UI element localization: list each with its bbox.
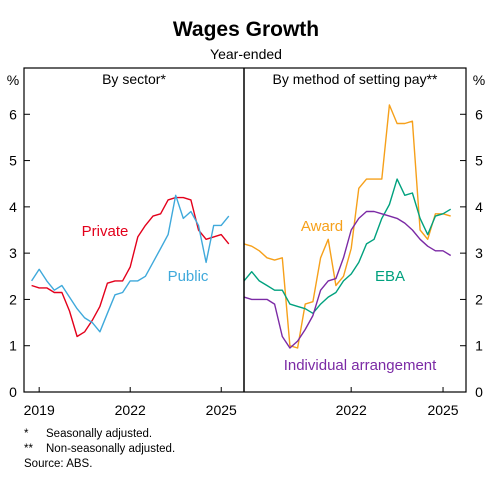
x-tick-label: 2022 [115, 402, 146, 418]
y-tick-label: 5 [475, 153, 483, 169]
y-tick-label: 3 [475, 245, 483, 261]
plot-frame [23, 67, 467, 393]
wages-growth-chart: By sector* 0 1 2 3 4 5 6% 2019 2022 2025 Private Pub… [7, 67, 485, 418]
y-tick-label: 6 [475, 106, 483, 122]
series-line-public [31, 194, 230, 333]
chart-title: Wages Growth [172, 18, 320, 41]
panel-title-2: By method of setting pay** [273, 71, 439, 87]
x-tick-label: 2019 [24, 402, 55, 418]
series-line-award [243, 104, 451, 349]
y-tick-label: 5 [9, 153, 17, 169]
footnote-text: Non-seasonally adjusted. [46, 443, 176, 455]
y-unit-label: % [7, 72, 19, 88]
y-tick-label: 1 [475, 338, 483, 354]
chart-subtitle: Year-ended [210, 46, 282, 62]
y-unit-label: % [473, 72, 485, 88]
footnote-nonseasonal: ** Non-seasonally adjusted. [24, 443, 175, 455]
y-tick-label: 0 [475, 384, 483, 400]
series-label-private: Private [82, 223, 129, 240]
y-tick-label: 4 [475, 199, 483, 215]
panel-title-1: By sector* [102, 71, 166, 87]
y-tick-label: 3 [9, 245, 17, 261]
y-tick-label: 1 [9, 338, 17, 354]
series-line-individual-arrangement [243, 210, 452, 349]
footnote-marker: * [24, 428, 29, 440]
x-tick-label: 2025 [206, 402, 237, 418]
x-tick-label: 2025 [427, 402, 458, 418]
y-tick-label: 2 [475, 291, 483, 307]
series-line-eba [243, 178, 452, 314]
y-tick-label: 0 [9, 384, 17, 400]
y-tick-label: 6 [9, 106, 17, 122]
footnote-seasonal: * Seasonally adjusted. [24, 428, 152, 440]
series-label-eba: EBA [375, 268, 405, 285]
series-label-individual-arrangement: Individual arrangement [284, 357, 437, 374]
series-label-award: Award [301, 218, 343, 235]
y-tick-label: 2 [9, 291, 17, 307]
footnote-text: Seasonally adjusted. [46, 428, 153, 440]
y-tick-label: 4 [9, 199, 17, 215]
x-tick-label: 2022 [336, 402, 367, 418]
series-label-public: Public [168, 268, 209, 285]
footnote-marker: ** [24, 443, 33, 455]
source-note: Source: ABS. [24, 458, 93, 470]
